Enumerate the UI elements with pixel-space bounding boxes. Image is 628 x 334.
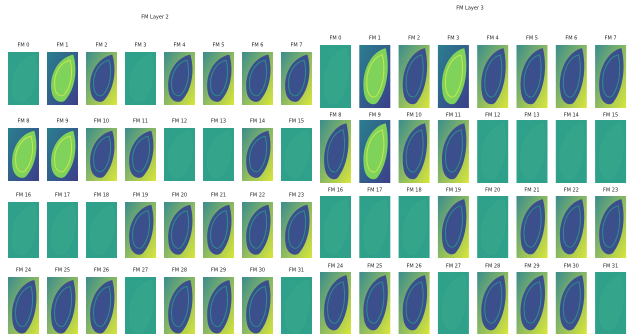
feature-map-label: FM 17 bbox=[367, 188, 382, 194]
panel-title: FM Layer 2 bbox=[141, 15, 169, 21]
feature-map-label: FM 10 bbox=[407, 113, 422, 119]
feature-map-label: FM 7 bbox=[291, 43, 303, 49]
feature-map-label: FM 27 bbox=[133, 268, 148, 274]
feature-map-label: FM 11 bbox=[446, 113, 461, 119]
feature-map-figure: FM Layer 2 FM 0 FM 1 FM 2 FM 3 FM 4 FM 5 FM 6 FM… bbox=[0, 0, 628, 334]
feature-map-label: FM 13 bbox=[524, 113, 539, 119]
feature-map-label: FM 18 bbox=[94, 193, 109, 199]
feature-map-label: FM 6 bbox=[565, 36, 577, 42]
feature-map-label: FM 2 bbox=[96, 43, 108, 49]
panel-title: FM Layer 3 bbox=[456, 6, 484, 12]
feature-map-label: FM 17 bbox=[55, 193, 70, 199]
feature-map-label: FM 11 bbox=[133, 119, 148, 125]
feature-map-label: FM 1 bbox=[369, 36, 381, 42]
feature-map-label: FM 25 bbox=[55, 268, 70, 274]
feature-map-label: FM 3 bbox=[135, 43, 147, 49]
feature-map-label: FM 24 bbox=[328, 264, 343, 270]
feature-map-label: FM 29 bbox=[211, 268, 226, 274]
feature-map-label: FM 18 bbox=[407, 188, 422, 194]
feature-map-label: FM 16 bbox=[328, 188, 343, 194]
feature-map-label: FM 23 bbox=[289, 193, 304, 199]
feature-map-label: FM 10 bbox=[94, 119, 109, 125]
feature-map-label: FM 26 bbox=[94, 268, 109, 274]
feature-map-label: FM 7 bbox=[605, 36, 617, 42]
feature-map-label: FM 8 bbox=[18, 119, 30, 125]
feature-map-label: FM 5 bbox=[526, 36, 538, 42]
feature-map-label: FM 22 bbox=[564, 188, 579, 194]
feature-map-label: FM 1 bbox=[57, 43, 69, 49]
feature-map-label: FM 3 bbox=[447, 36, 459, 42]
feature-map-label: FM 20 bbox=[172, 193, 187, 199]
feature-map-label: FM 19 bbox=[446, 188, 461, 194]
feature-map-label: FM 2 bbox=[408, 36, 420, 42]
feature-map-label: FM 30 bbox=[250, 268, 265, 274]
feature-map-label: FM 27 bbox=[446, 264, 461, 270]
feature-map-label: FM 24 bbox=[16, 268, 31, 274]
feature-map-label: FM 14 bbox=[564, 113, 579, 119]
feature-map-label: FM 25 bbox=[367, 264, 382, 270]
feature-map-label: FM 20 bbox=[485, 188, 500, 194]
feature-map-label: FM 15 bbox=[603, 113, 618, 119]
feature-map-label: FM 23 bbox=[603, 188, 618, 194]
feature-map-label: FM 14 bbox=[250, 119, 265, 125]
feature-map-label: FM 16 bbox=[16, 193, 31, 199]
feature-map-label: FM 12 bbox=[172, 119, 187, 125]
feature-map-label: FM 19 bbox=[133, 193, 148, 199]
feature-map-label: FM 9 bbox=[369, 113, 381, 119]
feature-map-label: FM 0 bbox=[330, 36, 342, 42]
feature-map-label: FM 21 bbox=[211, 193, 226, 199]
feature-map-label: FM 12 bbox=[485, 113, 500, 119]
feature-map-label: FM 21 bbox=[524, 188, 539, 194]
feature-map-label: FM 28 bbox=[485, 264, 500, 270]
feature-map-label: FM 4 bbox=[487, 36, 499, 42]
feature-map-label: FM 28 bbox=[172, 268, 187, 274]
feature-map-label: FM 30 bbox=[564, 264, 579, 270]
feature-map-label: FM 31 bbox=[289, 268, 304, 274]
feature-map-label: FM 13 bbox=[211, 119, 226, 125]
feature-map-label: FM 0 bbox=[18, 43, 30, 49]
feature-map-label: FM 6 bbox=[252, 43, 264, 49]
feature-map-label: FM 5 bbox=[213, 43, 225, 49]
feature-map-label: FM 26 bbox=[407, 264, 422, 270]
feature-map-label: FM 9 bbox=[57, 119, 69, 125]
feature-map-label: FM 4 bbox=[174, 43, 186, 49]
feature-map-label: FM 29 bbox=[524, 264, 539, 270]
feature-map-label: FM 15 bbox=[289, 119, 304, 125]
feature-map-label: FM 31 bbox=[603, 264, 618, 270]
feature-map-label: FM 22 bbox=[250, 193, 265, 199]
feature-map-label: FM 8 bbox=[330, 113, 342, 119]
